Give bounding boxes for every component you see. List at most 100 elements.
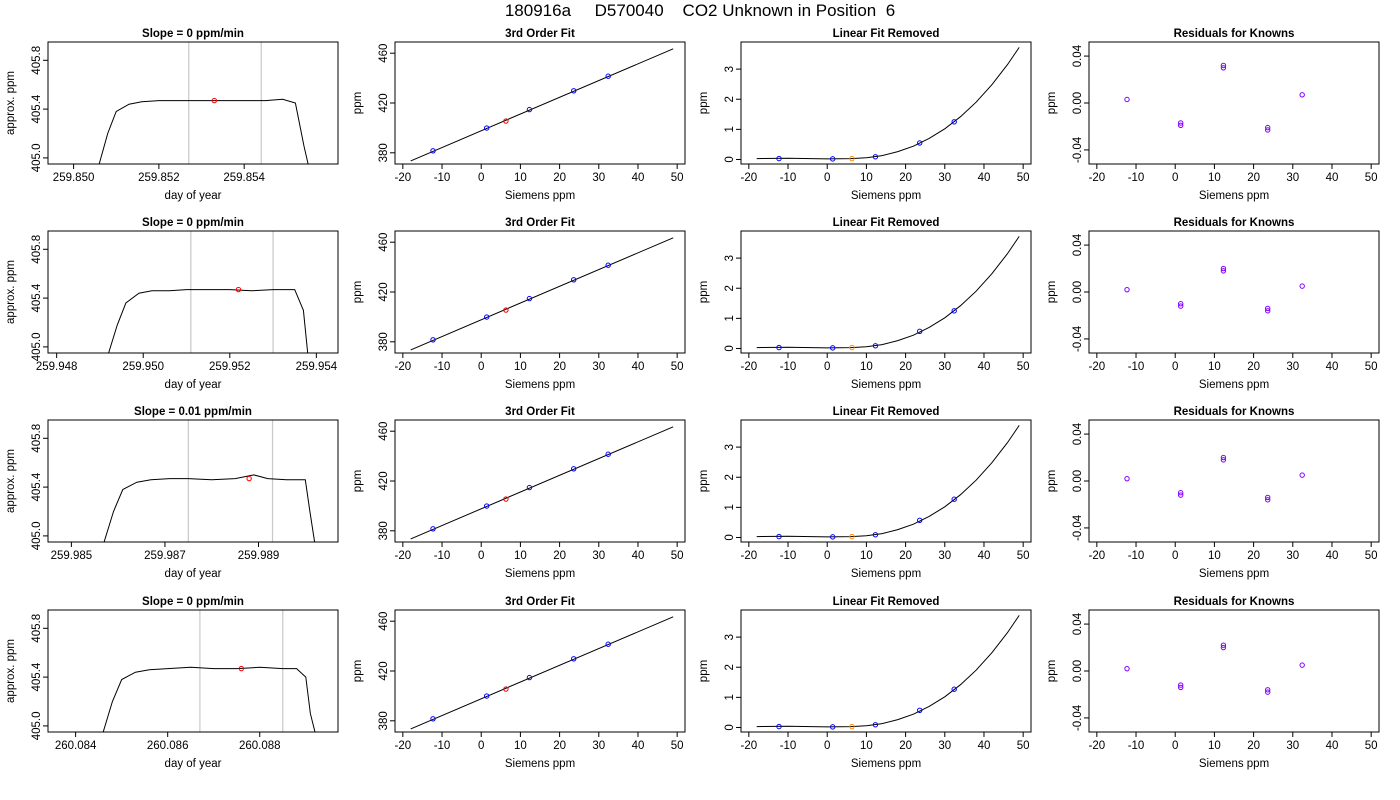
plot-area <box>410 616 674 730</box>
x-tick-label: -10 <box>1128 740 1145 752</box>
residual-point <box>1265 124 1271 131</box>
residual-point <box>1178 122 1184 128</box>
y-tick-label: 0.00 <box>1072 660 1084 682</box>
residual-point <box>1299 283 1305 289</box>
residual-point <box>1265 127 1271 133</box>
y-tick-label: 405.8 <box>31 46 43 75</box>
x-tick-label: 10 <box>514 740 527 752</box>
y-tick-label: 3 <box>724 255 736 261</box>
highlight-point <box>238 665 245 672</box>
x-tick-label: -10 <box>1128 172 1145 184</box>
chart-panel: Linear Fit Removed -20 -10 0 10 20 30 40 50 0 1 2 3 S… <box>698 596 1032 770</box>
residual-point <box>1265 308 1271 314</box>
x-tick-label: 40 <box>1326 550 1339 562</box>
y-tick-label: 460 <box>378 612 390 631</box>
known-point <box>430 337 436 343</box>
x-tick-label: 30 <box>1286 550 1299 562</box>
y-tick-label: 405.4 <box>31 662 43 691</box>
unknown-point <box>849 344 855 351</box>
x-tick-label: 20 <box>1247 361 1260 373</box>
x-tick-label: 0 <box>478 740 484 752</box>
plot-frame <box>1088 230 1380 354</box>
plot-frame <box>1088 41 1380 165</box>
y-tick-label: 0 <box>724 724 736 730</box>
plot-area <box>756 47 1020 162</box>
y-axis-label: approx. ppm <box>5 449 17 513</box>
residual-point <box>1124 96 1130 103</box>
plot-frame <box>1088 609 1380 733</box>
x-tick-label: 50 <box>1365 172 1378 184</box>
y-tick-label: 0.00 <box>1072 92 1084 114</box>
x-tick-label: -10 <box>1128 550 1145 562</box>
y-axis-label: ppm <box>1046 281 1058 303</box>
residual-point <box>1299 662 1305 668</box>
plot-frame <box>394 230 686 354</box>
y-tick-label: 460 <box>378 44 390 63</box>
known-point <box>776 533 782 540</box>
x-axis-label: day of year <box>165 758 222 770</box>
residual-point <box>1178 492 1184 498</box>
unknown-point <box>849 723 855 730</box>
known-point <box>484 693 490 699</box>
x-tick-label: -10 <box>434 361 451 373</box>
known-point <box>872 722 879 728</box>
x-axis-label: Siemens ppm <box>851 568 921 580</box>
panel-title: Linear Fit Removed <box>833 596 940 608</box>
chart-panel: 3rd Order Fit -20 -10 0 10 20 30 40 50 380 420 460 S… <box>352 28 686 202</box>
y-tick-label: 405.4 <box>31 283 43 312</box>
unknown-point <box>503 496 509 502</box>
x-axis-label: Siemens ppm <box>1199 758 1269 770</box>
x-tick-label: 50 <box>671 361 684 373</box>
plot-area <box>1124 62 1305 133</box>
highlight-point <box>246 475 252 482</box>
known-point <box>917 328 923 335</box>
series-line <box>108 289 309 353</box>
residual-point <box>1178 490 1184 496</box>
known-point <box>430 716 436 722</box>
residual-curve <box>756 236 1020 349</box>
x-tick-label: 259.948 <box>36 361 78 373</box>
plot-area <box>410 48 674 162</box>
x-tick-label: 0 <box>824 550 830 562</box>
x-tick-label: -10 <box>780 740 797 752</box>
y-tick-label: 2 <box>724 664 736 670</box>
series-line <box>102 666 316 732</box>
y-tick-label: 3 <box>724 66 736 72</box>
panel-title: Linear Fit Removed <box>833 406 940 418</box>
known-point <box>571 277 577 283</box>
x-tick-label: 259.952 <box>209 361 251 373</box>
x-tick-label: -20 <box>395 550 412 562</box>
x-tick-label: -20 <box>1089 740 1106 752</box>
chart-panel: Slope = 0.01 ppm/min 259.985 259.987 259.98… <box>5 406 339 580</box>
chart-panel: 3rd Order Fit -20 -10 0 10 20 30 40 50 380 420 460 S… <box>352 217 686 391</box>
residual-point <box>1178 682 1184 688</box>
x-tick-label: 50 <box>1365 361 1378 373</box>
x-tick-label: 10 <box>1208 550 1221 562</box>
x-tick-label: 259.850 <box>53 172 95 184</box>
x-tick-label: 20 <box>553 172 566 184</box>
plot-frame <box>740 41 1032 165</box>
unknown-point <box>849 533 855 540</box>
x-tick-label: 40 <box>632 361 645 373</box>
x-tick-label: 30 <box>938 172 951 184</box>
x-tick-label: 50 <box>1017 361 1030 373</box>
highlight-point <box>211 97 218 104</box>
chart-panel: Linear Fit Removed -20 -10 0 10 20 30 40 50 0 1 2 3 S… <box>698 28 1032 202</box>
plot-frame <box>1088 419 1380 543</box>
x-tick-label: 40 <box>1326 740 1339 752</box>
x-tick-label: 50 <box>1365 550 1378 562</box>
x-tick-label: 259.989 <box>238 550 280 562</box>
unknown-point <box>503 118 509 124</box>
y-tick-label: 420 <box>378 93 390 112</box>
residual-point <box>1124 286 1130 293</box>
y-axis-label: approx. ppm <box>5 71 17 135</box>
known-point <box>526 484 533 491</box>
panel-title: Residuals for Knowns <box>1174 217 1295 229</box>
x-tick-label: 40 <box>1326 361 1339 373</box>
x-tick-label: 50 <box>671 172 684 184</box>
plot-area <box>103 474 316 542</box>
x-axis-label: day of year <box>165 190 222 202</box>
fit-line <box>410 616 674 730</box>
x-tick-label: 30 <box>938 361 951 373</box>
y-tick-label: 380 <box>378 143 390 162</box>
